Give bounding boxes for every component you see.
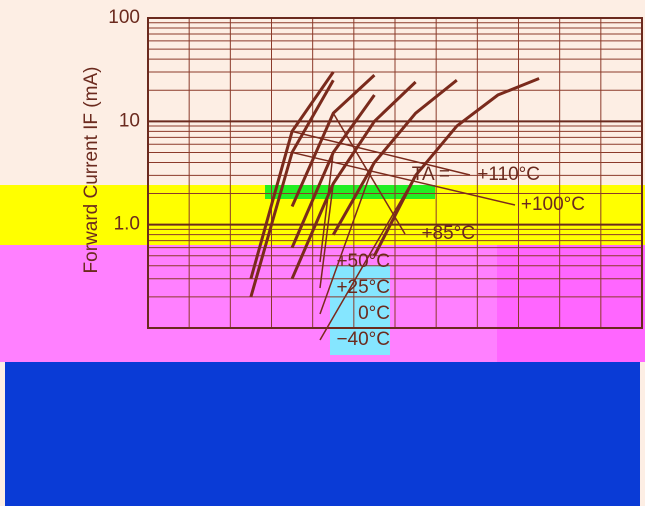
leader-line <box>319 183 334 289</box>
leader-line <box>319 152 334 263</box>
glitch-band-blue <box>5 362 640 506</box>
series-line <box>331 79 458 236</box>
series-line <box>373 77 540 257</box>
leader-line <box>319 162 376 315</box>
series-label: −40°C <box>336 329 390 350</box>
y-tick-label: 100 <box>108 7 140 28</box>
series-label: 0°C <box>358 303 390 324</box>
glitch-band-green <box>265 185 435 199</box>
annotation: TA = <box>412 164 450 185</box>
plot-frame <box>147 17 643 329</box>
series-line <box>290 94 376 249</box>
plot: 1.0 10 100 +110°C +100°C +85°C +50°C +25°C 0°C −4… <box>108 7 643 350</box>
series-line <box>290 80 417 280</box>
leader-line <box>319 174 417 341</box>
y-axis-label: Forward Current IF (mA) <box>81 67 102 274</box>
series-label: +25°C <box>336 277 390 298</box>
series-label: +50°C <box>336 251 390 272</box>
series-label: +85°C <box>421 223 475 244</box>
series-label: +100°C <box>521 194 585 215</box>
y-tick-label: 1.0 <box>114 214 140 235</box>
glitch-band-magenta-dark <box>497 245 645 362</box>
glitch-band-cyan <box>330 265 390 355</box>
y-tick-label: 10 <box>119 110 140 131</box>
series-label: +110°C <box>477 164 540 185</box>
